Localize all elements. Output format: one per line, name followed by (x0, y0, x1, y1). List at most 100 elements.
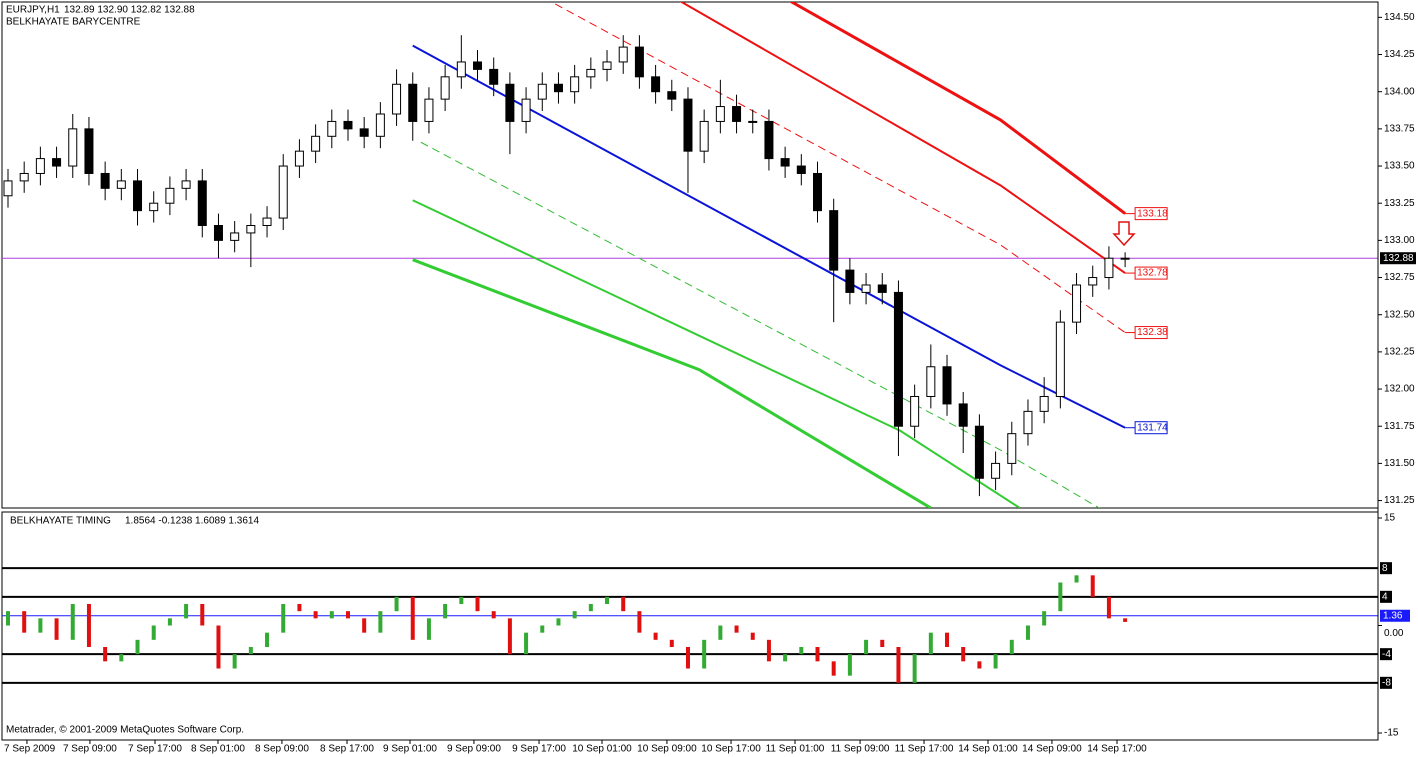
y-tick-label: 133.75 (1384, 124, 1415, 135)
timing-bar (1090, 575, 1095, 597)
timing-bar (572, 611, 577, 619)
current-price-box (1380, 252, 1416, 265)
timing-bar (1042, 611, 1047, 626)
timing-bar (394, 596, 399, 612)
timing-bar (297, 604, 302, 612)
indicator-title: BELKHAYATE TIMING (10, 516, 111, 527)
y-tick-label: 15 (1384, 513, 1396, 524)
timing-bar (410, 596, 415, 640)
candle-body (262, 217, 272, 227)
candle-body (667, 91, 677, 100)
current-value-box (1380, 609, 1410, 622)
candle-body (926, 366, 936, 397)
timing-bar (22, 611, 27, 633)
y-tick-label: 131.75 (1384, 421, 1415, 432)
timing-bar (135, 639, 140, 655)
candle-body (732, 106, 742, 122)
timing-bar (103, 647, 108, 662)
y-tick-label: 134.00 (1384, 86, 1415, 97)
candle-body (181, 180, 191, 189)
y-tick-label: 132.75 (1384, 272, 1415, 283)
band-line (412, 199, 1021, 508)
y-tick-label: 133.50 (1384, 161, 1415, 172)
timing-bar (831, 661, 836, 676)
candle-body (602, 61, 612, 70)
x-tick-label: 11 Sep 01:00 (766, 744, 825, 755)
timing-bar (896, 647, 901, 683)
copyright: Metatrader, © 2001-2009 MetaQuotes Softw… (6, 725, 244, 736)
candle-body (489, 68, 499, 85)
candle-body (230, 232, 240, 241)
x-tick-label: 8 Sep 17:00 (320, 744, 374, 755)
candle-body (35, 158, 45, 174)
band-label: 131.74 (1137, 422, 1168, 433)
x-tick-label: 8 Sep 01:00 (191, 744, 245, 755)
candle-body (893, 291, 903, 427)
candle-body (3, 180, 13, 197)
candle-body (392, 83, 402, 115)
candle-body (958, 403, 968, 427)
current-value-label: 1.36 (1383, 610, 1403, 621)
candle-body (149, 202, 159, 212)
candle-body (748, 120, 758, 123)
band-line (412, 44, 1126, 429)
timing-bar (993, 654, 998, 669)
timing-bar (605, 596, 610, 604)
axes: 134.50 134.25 134.00 133.75 133.50 133.25 133.… (4, 2, 1416, 755)
timing-bar (524, 632, 529, 655)
y-tick-label: 134.25 (1384, 49, 1415, 60)
level-box (1380, 676, 1392, 689)
timing-bar (1074, 575, 1079, 583)
band-line (412, 258, 932, 508)
candle-body (165, 187, 175, 204)
x-tick-label: 14 Sep 01:00 (958, 744, 1018, 755)
timing-bar (912, 654, 917, 683)
y-tick-label: 0.00 (1384, 628, 1404, 639)
candle-body (699, 120, 709, 152)
timing-bar (459, 596, 464, 604)
candle-body (359, 128, 369, 137)
symbol-title: EURJPY,H1 (6, 5, 60, 16)
candle-body (68, 128, 78, 167)
candle-body (505, 83, 515, 122)
timing-bar (281, 604, 286, 633)
level-box (1380, 562, 1392, 575)
timing-bar (815, 647, 820, 662)
timing-bar (265, 632, 270, 647)
y-tick-label: 132.50 (1384, 309, 1415, 320)
x-tick-label: 10 Sep 17:00 (701, 744, 761, 755)
timing-bar (799, 647, 804, 655)
candle-body (991, 462, 1001, 479)
timing-bar (38, 618, 43, 633)
x-tick-label: 7 Sep 2009 (4, 744, 56, 755)
timing-bar (475, 596, 480, 612)
candle-body (1072, 284, 1082, 323)
timing-bar (556, 618, 561, 626)
indicator-name: BELKHAYATE BARYCENTRE (6, 17, 141, 28)
timing-bar (1123, 618, 1128, 622)
band-line (789, 2, 1127, 215)
band-line (679, 2, 1126, 274)
candle-body (213, 225, 223, 241)
candle-body (715, 106, 725, 122)
candle-body (343, 120, 353, 130)
timing-bar (491, 611, 496, 619)
timing-bar (119, 654, 124, 662)
indicator-plot (2, 567, 1378, 684)
candle-body (974, 425, 984, 479)
x-tick-label: 10 Sep 01:00 (572, 744, 632, 755)
x-tick-label: 14 Sep 17:00 (1087, 744, 1147, 755)
x-tick-label: 7 Sep 09:00 (63, 744, 117, 755)
candle-body (813, 172, 822, 212)
candle-body (19, 172, 29, 182)
candle-body (375, 113, 385, 137)
candle-body (1120, 257, 1130, 260)
level-label: 4 (1382, 591, 1388, 602)
band-label-box (1134, 266, 1168, 280)
candle-body (942, 366, 952, 405)
x-tick-label: 10 Sep 09:00 (637, 744, 697, 755)
candle-body (861, 284, 871, 293)
